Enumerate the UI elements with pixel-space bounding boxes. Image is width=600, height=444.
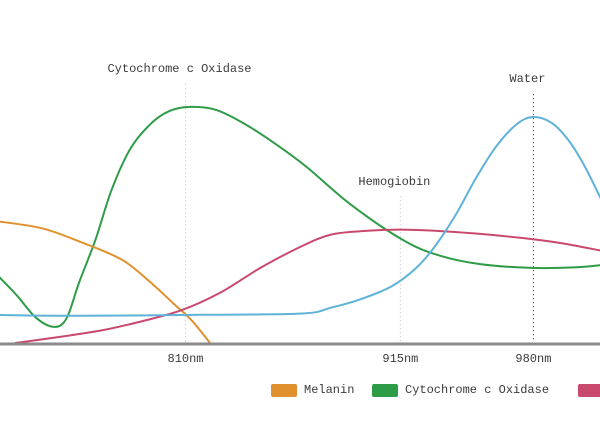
legend-label-melanin: Melanin [304, 383, 355, 397]
series-line-cytochrome-c-oxidase [0, 105, 600, 328]
series-line-hemoglobin [14, 228, 600, 344]
x-tick-810nm: 810nm [167, 352, 204, 366]
series-line-melanin [0, 220, 212, 344]
legend: Melanin Cytochrome c Oxidase [0, 384, 600, 398]
legend-label-cytochrome-c-oxidase: Cytochrome c Oxidase [405, 383, 550, 397]
legend-swatch-melanin [271, 384, 297, 397]
legend-item-cytochrome-c-oxidase[interactable]: Cytochrome c Oxidase [372, 384, 549, 397]
series-curves [0, 105, 600, 344]
annotation-cytochrome-c-oxidase-label: Cytochrome c Oxidase [107, 62, 252, 76]
x-tick-915nm: 915nm [382, 352, 419, 366]
annotation-water-label: Water [509, 72, 546, 86]
series-line-water [0, 115, 600, 317]
legend-item-melanin[interactable]: Melanin [271, 384, 354, 397]
legend-swatch-cytochrome-c-oxidase [372, 384, 398, 397]
legend-swatch-hemoglobin [578, 384, 600, 397]
legend-item-hemoglobin-clipped[interactable] [578, 384, 600, 397]
x-tick-980nm: 980nm [515, 352, 552, 366]
annotation-hemoglobin-label: Hemogiobin [358, 175, 431, 189]
tick-gridlines [185, 84, 534, 342]
